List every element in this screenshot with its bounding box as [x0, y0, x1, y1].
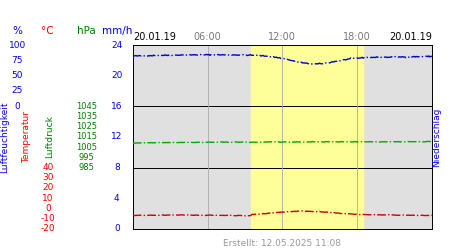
Text: 18:00: 18:00 — [343, 32, 371, 42]
Text: 24: 24 — [111, 40, 122, 50]
Text: Luftfeuchtigkeit: Luftfeuchtigkeit — [0, 101, 9, 173]
Text: 1035: 1035 — [76, 112, 97, 121]
Text: %: % — [12, 26, 22, 36]
Text: 1005: 1005 — [76, 142, 97, 152]
Text: 20: 20 — [111, 71, 122, 80]
Text: 0: 0 — [114, 224, 120, 233]
Text: 40: 40 — [42, 163, 54, 172]
Text: -20: -20 — [40, 224, 55, 233]
Text: Luftdruck: Luftdruck — [45, 116, 54, 158]
Text: -10: -10 — [40, 214, 55, 223]
Text: 995: 995 — [78, 153, 94, 162]
Text: Erstellt: 12.05.2025 11:08: Erstellt: 12.05.2025 11:08 — [223, 238, 342, 248]
Bar — [251, 45, 364, 229]
Text: Temperatur: Temperatur — [22, 111, 32, 163]
Text: 4: 4 — [114, 194, 120, 202]
Text: 20.01.19: 20.01.19 — [133, 32, 176, 42]
Text: 0: 0 — [45, 204, 51, 213]
Text: mm/h: mm/h — [102, 26, 132, 36]
Text: 10: 10 — [42, 194, 54, 202]
Text: 1045: 1045 — [76, 102, 97, 111]
Text: 25: 25 — [12, 86, 23, 96]
Text: 75: 75 — [12, 56, 23, 65]
Text: 12: 12 — [111, 132, 122, 141]
Text: 8: 8 — [114, 163, 120, 172]
Text: 20.01.19: 20.01.19 — [389, 32, 432, 42]
Text: 1015: 1015 — [76, 132, 97, 141]
Text: 30: 30 — [42, 173, 54, 182]
Text: Niederschlag: Niederschlag — [432, 107, 441, 166]
Text: 100: 100 — [9, 40, 26, 50]
Text: °C: °C — [41, 26, 54, 36]
Text: 16: 16 — [111, 102, 122, 111]
Text: 0: 0 — [14, 102, 20, 111]
Text: 20: 20 — [42, 184, 54, 192]
Text: 985: 985 — [78, 163, 94, 172]
Text: 06:00: 06:00 — [194, 32, 221, 42]
Text: 1025: 1025 — [76, 122, 97, 131]
Text: 12:00: 12:00 — [269, 32, 296, 42]
Text: 50: 50 — [12, 71, 23, 80]
Text: hPa: hPa — [77, 26, 96, 36]
